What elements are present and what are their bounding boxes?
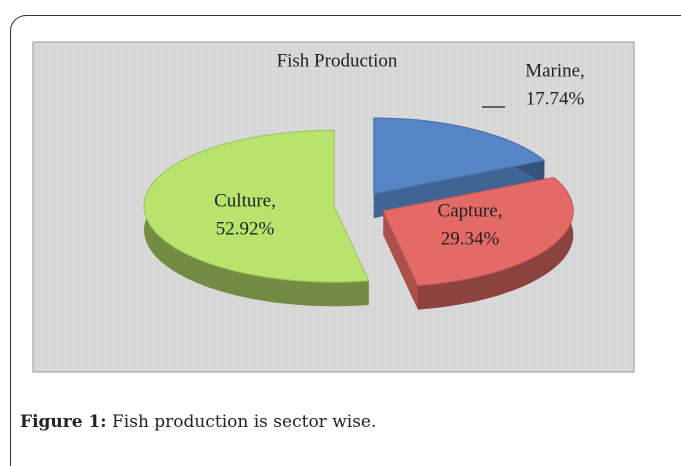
slice [373, 117, 546, 195]
slice-label: Capture, [438, 200, 503, 221]
frame [10, 15, 681, 466]
slice-label: Marine, [525, 60, 585, 81]
value-label: 52.92% [216, 218, 275, 239]
value-label: 29.34% [441, 228, 500, 249]
caption: Figure 1: Fish production is sector wise… [20, 412, 376, 432]
caption-text: Fish production is sector wise. [111, 412, 377, 432]
chart-title: Fish Production [277, 50, 398, 71]
slice-rim [417, 177, 574, 310]
value-label: 17.74% [526, 88, 585, 109]
chart: Fish Production Marine, 17.74% Capture, 29.… [32, 41, 635, 373]
slice [382, 176, 574, 287]
slice-label: Culture, [214, 190, 276, 211]
slice-side [373, 117, 545, 218]
slice [143, 129, 370, 283]
caption-label: Figure 1: [20, 412, 107, 432]
